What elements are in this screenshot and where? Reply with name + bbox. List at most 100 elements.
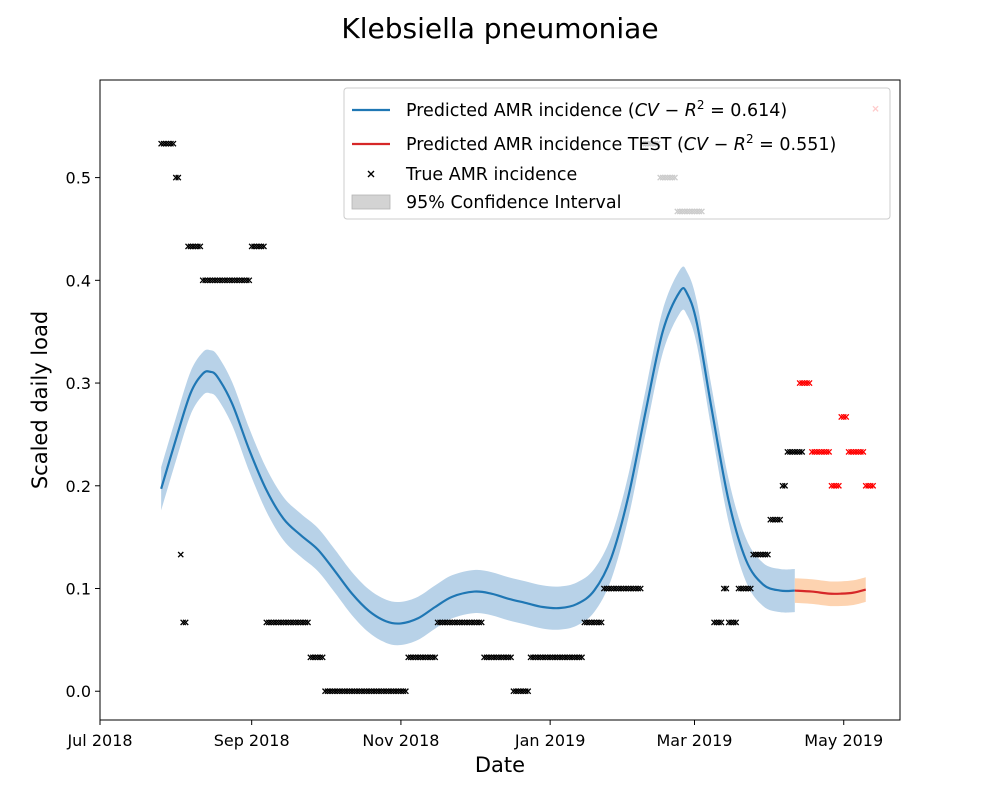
observed-point	[185, 243, 192, 250]
observed-point	[366, 688, 373, 695]
y-tick-label: 0.2	[66, 477, 91, 496]
observed-point	[588, 619, 595, 626]
observed-point	[711, 619, 718, 626]
observed-point	[556, 654, 563, 661]
observed-point	[437, 619, 444, 626]
observed-point	[752, 551, 759, 558]
observed-point	[446, 619, 453, 626]
observed-point	[424, 654, 431, 661]
observed-point	[221, 277, 228, 284]
observed-point	[351, 688, 358, 695]
observed-point	[808, 448, 815, 455]
observed-point	[578, 654, 586, 661]
prediction-line-train	[160, 286, 795, 625]
observed-point	[855, 448, 862, 455]
observed-point	[789, 448, 796, 455]
x-tick-label: May 2019	[804, 731, 883, 750]
observed-point	[527, 654, 534, 661]
observed-point	[740, 585, 747, 592]
observed-point	[715, 619, 723, 626]
observed-point	[182, 619, 189, 626]
observed-point	[569, 654, 576, 661]
x-tick-label: Jan 2019	[514, 731, 585, 750]
observed-point	[796, 379, 803, 387]
observed-point	[786, 448, 793, 455]
observed-point	[253, 243, 260, 250]
observed-point	[728, 619, 735, 626]
observed-point	[750, 551, 757, 558]
observed-point	[637, 585, 644, 592]
observed-point	[265, 619, 272, 626]
observed-point	[794, 448, 801, 455]
observed-point	[273, 619, 280, 626]
observed-point	[353, 688, 360, 695]
observed-point	[282, 619, 289, 626]
observed-point	[823, 448, 830, 455]
observed-point	[529, 654, 537, 661]
observed-point	[796, 448, 803, 455]
observed-point	[251, 243, 258, 250]
axes: Jul 2018 Sep 2018 Nov 2018 Jan 2019 Mar 2019…	[66, 79, 901, 750]
observed-point	[525, 688, 532, 695]
observed-point	[390, 688, 397, 695]
observed-point	[383, 688, 390, 695]
observed-point	[324, 688, 331, 695]
observed-point	[806, 379, 813, 387]
observed-point	[838, 413, 845, 421]
plot-frame	[99, 79, 901, 721]
observed-point	[463, 619, 471, 626]
observed-point	[258, 243, 265, 250]
observed-point	[204, 277, 211, 284]
observed-point	[429, 654, 436, 661]
observed-point	[160, 140, 167, 147]
observed-point	[397, 688, 404, 695]
observed-point	[718, 619, 725, 626]
observed-point	[312, 654, 319, 661]
observed-point	[769, 516, 776, 523]
observed-point	[813, 448, 820, 455]
observed-point	[285, 619, 292, 626]
observed-point	[591, 619, 598, 626]
x-axis-title: Date	[475, 753, 525, 777]
observed-point	[571, 654, 578, 661]
observed-point	[363, 688, 370, 695]
observed-point	[478, 619, 485, 626]
observed-point	[314, 654, 321, 661]
observed-point	[334, 688, 341, 695]
observed-point	[385, 688, 392, 695]
observed-point	[605, 585, 612, 592]
observed-point	[522, 688, 529, 695]
observed-point	[287, 619, 294, 626]
x-tick-label: Nov 2018	[362, 731, 439, 750]
observed-point	[192, 243, 199, 250]
observed-point	[730, 619, 737, 626]
y-tick-label: 0.1	[66, 580, 91, 599]
observed-point	[361, 688, 368, 695]
confidence-band-test	[794, 577, 866, 607]
observed-point	[774, 516, 781, 523]
observed-point	[211, 277, 219, 284]
observed-point	[209, 277, 216, 284]
observed-point	[229, 277, 236, 284]
observed-point	[454, 619, 461, 626]
observed-point	[559, 654, 566, 661]
observed-point	[635, 585, 642, 592]
observed-point	[803, 379, 811, 387]
observed-point	[419, 654, 426, 661]
observed-point	[241, 277, 248, 284]
observed-point	[459, 619, 466, 626]
observed-point	[759, 551, 767, 558]
observed-point	[713, 619, 720, 626]
x-axis-ticks: Jul 2018 Sep 2018 Nov 2018 Jan 2019 Mar 2019…	[66, 720, 883, 750]
observed-point	[216, 277, 223, 284]
observed-point	[172, 174, 179, 181]
observed-point	[799, 379, 806, 387]
observed-point	[417, 654, 424, 661]
observed-point	[400, 688, 407, 695]
observed-point	[358, 688, 365, 695]
observed-point	[304, 619, 312, 626]
observed-point	[214, 277, 221, 284]
observed-point	[373, 688, 380, 695]
observed-point	[322, 688, 329, 695]
observed-point	[336, 688, 343, 695]
